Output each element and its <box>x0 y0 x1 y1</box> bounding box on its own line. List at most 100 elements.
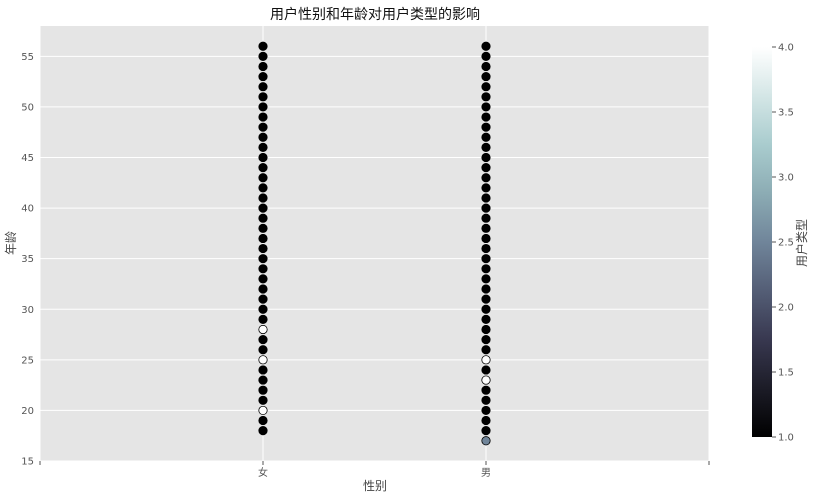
data-point <box>258 304 268 314</box>
data-point <box>258 122 268 132</box>
data-point <box>481 345 491 355</box>
colorbar-tick-label: 2.5 <box>778 238 794 249</box>
data-point <box>258 223 268 233</box>
plot-area <box>40 26 709 461</box>
x-tick-label: 女 <box>258 466 268 479</box>
data-point <box>258 112 268 122</box>
data-point <box>481 324 491 335</box>
data-point <box>481 304 491 314</box>
colorbar: 1.0 1.5 2.0 2.5 3.0 3.5 4.0 用户类型 <box>752 43 809 444</box>
data-point <box>258 426 268 436</box>
y-axis-ticks: 15 20 25 30 35 40 45 50 55 <box>21 52 34 468</box>
data-point <box>481 335 491 345</box>
y-tick-label: 20 <box>21 406 34 417</box>
data-point <box>481 193 491 203</box>
x-axis-label: 性别 <box>363 479 387 493</box>
y-tick-label: 45 <box>21 153 34 164</box>
data-point <box>481 314 491 324</box>
data-point <box>258 375 268 385</box>
data-point <box>258 203 268 213</box>
data-point <box>481 243 491 254</box>
data-point <box>481 426 491 436</box>
data-point <box>258 51 268 61</box>
data-point <box>258 163 268 173</box>
colorbar-tick-label: 3.0 <box>778 173 794 184</box>
data-point <box>258 92 268 102</box>
data-point <box>481 436 491 446</box>
data-point <box>258 395 268 405</box>
data-point <box>258 193 268 203</box>
data-point <box>481 41 491 51</box>
colorbar-tick-label: 3.5 <box>778 108 794 119</box>
x-axis-ticks: 女男 <box>39 461 710 479</box>
colorbar-label: 用户类型 <box>794 219 809 267</box>
data-point <box>258 335 268 345</box>
data-point <box>481 264 491 274</box>
data-point <box>481 61 491 72</box>
colorbar-tick-label: 4.0 <box>778 43 794 54</box>
y-tick-label: 40 <box>21 204 34 215</box>
data-point <box>481 132 491 142</box>
data-point <box>481 183 491 193</box>
data-point <box>258 284 268 294</box>
y-tick-label: 25 <box>21 355 34 366</box>
colorbar-tick-label: 1.0 <box>778 433 794 444</box>
data-point <box>258 61 268 72</box>
data-point <box>258 233 268 244</box>
data-point <box>481 92 491 102</box>
colorbar-tick-label: 1.5 <box>778 368 794 379</box>
y-tick-label: 30 <box>21 305 34 316</box>
data-point <box>481 102 491 112</box>
data-point <box>258 243 268 254</box>
data-point <box>481 375 491 385</box>
data-point <box>481 163 491 173</box>
y-tick-label: 35 <box>21 254 34 265</box>
y-tick-label: 15 <box>21 457 34 468</box>
data-point <box>481 122 491 132</box>
data-point <box>481 173 491 183</box>
data-point <box>258 142 268 152</box>
data-point <box>481 71 491 82</box>
chart-title: 用户性别和年龄对用户类型的影响 <box>270 6 480 23</box>
data-point <box>481 415 491 426</box>
data-point <box>258 264 268 274</box>
data-point <box>258 183 268 193</box>
data-point <box>258 82 268 92</box>
data-point <box>258 294 268 304</box>
data-point <box>481 274 491 284</box>
data-point <box>258 213 268 223</box>
colorbar-tick-label: 2.0 <box>778 303 794 314</box>
data-point <box>481 233 491 244</box>
data-point <box>258 385 268 395</box>
y-axis-label: 年龄 <box>4 231 18 255</box>
data-points <box>258 41 491 446</box>
data-point <box>481 294 491 304</box>
data-point <box>258 254 268 264</box>
data-point <box>258 345 268 355</box>
data-point <box>481 203 491 213</box>
data-point <box>258 314 268 324</box>
data-point <box>481 82 491 92</box>
data-point <box>258 365 268 375</box>
data-point <box>481 142 491 152</box>
colorbar-gradient <box>752 47 772 437</box>
data-point <box>481 365 491 375</box>
data-point <box>258 355 268 365</box>
data-point <box>258 41 268 51</box>
data-point <box>481 213 491 223</box>
data-point <box>258 415 268 426</box>
data-point <box>258 405 268 416</box>
data-point <box>481 355 491 365</box>
data-point <box>481 254 491 264</box>
data-point <box>258 132 268 142</box>
data-point <box>481 51 491 61</box>
data-point <box>481 395 491 405</box>
data-point <box>258 173 268 183</box>
data-point <box>258 324 268 335</box>
data-point <box>481 284 491 294</box>
x-tick-label: 男 <box>481 467 491 479</box>
data-point <box>481 112 491 122</box>
data-point <box>258 152 268 163</box>
data-point <box>258 274 268 284</box>
